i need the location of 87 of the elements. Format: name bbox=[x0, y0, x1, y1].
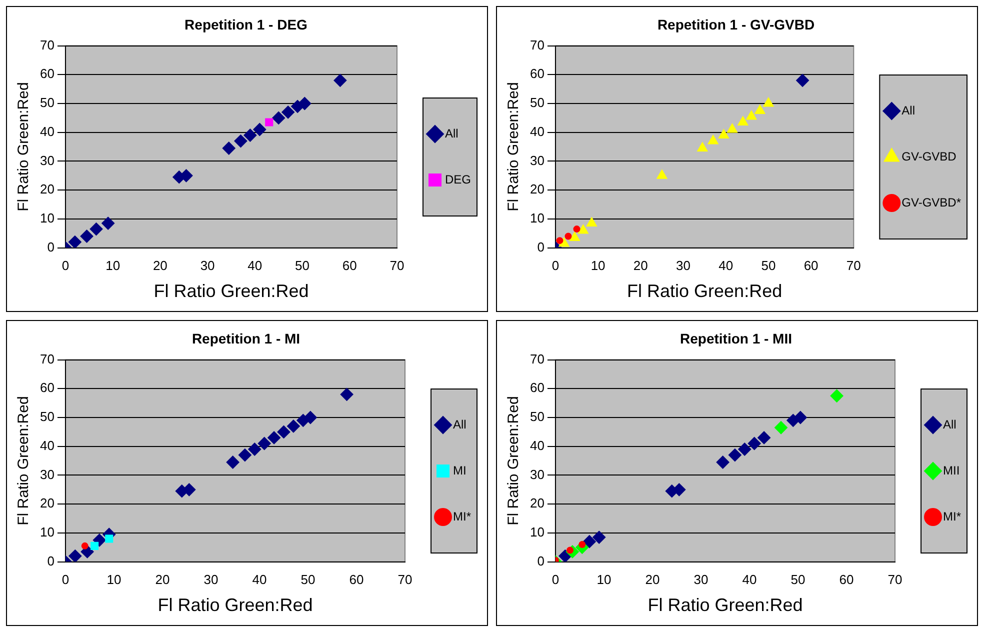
x-axis-title: Fl Ratio Green:Red bbox=[158, 595, 313, 616]
legend-label: All bbox=[902, 103, 915, 118]
x-tick-label: 70 bbox=[398, 572, 412, 588]
y-tick-label: 30 bbox=[530, 466, 544, 482]
y-tick-label: 20 bbox=[530, 496, 544, 511]
y-tick-label: 10 bbox=[40, 524, 54, 540]
x-tick-label: 40 bbox=[742, 572, 757, 588]
y-tick-label: 50 bbox=[530, 409, 544, 424]
x-tick-label: 30 bbox=[694, 572, 708, 588]
y-tick-label: 50 bbox=[530, 95, 544, 110]
x-tick-label: 0 bbox=[552, 258, 560, 274]
x-tick-label: 50 bbox=[300, 572, 316, 588]
y-axis-title: Fl Ratio Green:Red bbox=[15, 396, 32, 526]
x-tick-label: 20 bbox=[633, 258, 648, 274]
legend-label: MI bbox=[453, 463, 466, 478]
x-tick-label: 70 bbox=[390, 258, 404, 274]
x-tick-label: 60 bbox=[839, 572, 854, 588]
y-tick-label: 70 bbox=[530, 351, 544, 366]
chart-title: Repetition 1 - MII bbox=[680, 330, 792, 346]
chart-title: Repetition 1 - GV-GVBD bbox=[657, 16, 815, 32]
y-tick-label: 60 bbox=[530, 380, 544, 396]
x-axis-title: Fl Ratio Green:Red bbox=[154, 281, 309, 302]
legend-label: All bbox=[453, 417, 466, 432]
y-tick-label: 10 bbox=[530, 524, 544, 540]
y-tick-label: 40 bbox=[40, 124, 54, 139]
y-tick-label: 70 bbox=[530, 37, 544, 52]
y-axis-title: Fl Ratio Green:Red bbox=[505, 82, 522, 212]
y-tick-label: 70 bbox=[40, 351, 54, 366]
x-tick-label: 10 bbox=[106, 258, 120, 274]
x-tick-label: 10 bbox=[596, 572, 612, 588]
x-tick-label: 70 bbox=[846, 258, 861, 274]
y-tick-label: 10 bbox=[530, 210, 544, 226]
x-tick-label: 60 bbox=[342, 258, 357, 274]
x-tick-label: 40 bbox=[252, 572, 267, 588]
y-tick-label: 50 bbox=[40, 95, 54, 110]
x-tick-label: 60 bbox=[349, 572, 364, 588]
y-tick-label: 40 bbox=[40, 438, 54, 453]
y-tick-label: 60 bbox=[40, 66, 54, 82]
x-tick-label: 30 bbox=[676, 258, 690, 274]
x-tick-label: 40 bbox=[718, 258, 734, 274]
x-tick-label: 0 bbox=[62, 258, 70, 274]
legend-label: MII bbox=[943, 463, 960, 478]
y-tick-label: 0 bbox=[47, 553, 54, 568]
x-tick-label: 0 bbox=[62, 572, 70, 588]
y-tick-label: 20 bbox=[530, 182, 544, 197]
x-tick-label: 70 bbox=[888, 572, 902, 588]
y-tick-label: 40 bbox=[530, 124, 544, 139]
y-tick-label: 10 bbox=[40, 210, 54, 226]
y-tick-label: 30 bbox=[530, 152, 544, 168]
y-tick-label: 30 bbox=[40, 466, 54, 482]
y-tick-label: 60 bbox=[40, 380, 54, 396]
y-axis-title: Fl Ratio Green:Red bbox=[505, 396, 522, 526]
x-tick-label: 60 bbox=[804, 258, 818, 274]
x-tick-label: 10 bbox=[590, 258, 606, 274]
x-tick-label: 20 bbox=[155, 572, 170, 588]
x-axis-title: Fl Ratio Green:Red bbox=[627, 281, 782, 302]
chart-title: Repetition 1 - MI bbox=[192, 330, 300, 346]
y-tick-label: 0 bbox=[537, 239, 544, 254]
y-tick-label: 20 bbox=[40, 496, 54, 511]
y-axis-title: Fl Ratio Green:Red bbox=[15, 82, 32, 212]
legend-label: MI* bbox=[453, 509, 472, 524]
chart-title: Repetition 1 - DEG bbox=[184, 16, 308, 32]
legend-label: MI* bbox=[943, 509, 962, 524]
y-tick-label: 40 bbox=[530, 438, 544, 453]
x-tick-label: 30 bbox=[204, 572, 218, 588]
x-tick-label: 40 bbox=[248, 258, 262, 274]
legend-label: All bbox=[444, 126, 458, 140]
y-tick-label: 50 bbox=[40, 409, 54, 424]
y-tick-label: 30 bbox=[40, 152, 54, 168]
legend-label: GV-GVBD bbox=[902, 149, 957, 164]
x-tick-label: 20 bbox=[152, 258, 168, 274]
x-tick-label: 0 bbox=[552, 572, 560, 588]
x-tick-label: 10 bbox=[106, 572, 122, 588]
x-tick-label: 50 bbox=[790, 572, 806, 588]
legend-label: DEG bbox=[444, 172, 472, 186]
y-tick-label: 60 bbox=[530, 66, 544, 82]
legend-label: All bbox=[943, 417, 956, 432]
y-tick-label: 0 bbox=[47, 239, 54, 254]
y-tick-label: 0 bbox=[537, 553, 544, 568]
x-tick-label: 30 bbox=[200, 258, 215, 274]
x-tick-label: 20 bbox=[645, 572, 660, 588]
x-tick-label: 50 bbox=[295, 258, 310, 274]
x-axis-title: Fl Ratio Green:Red bbox=[648, 595, 803, 616]
y-tick-label: 20 bbox=[40, 182, 54, 197]
legend-label: GV-GVBD* bbox=[902, 195, 962, 210]
x-tick-label: 50 bbox=[761, 258, 776, 274]
y-tick-label: 70 bbox=[40, 37, 54, 52]
